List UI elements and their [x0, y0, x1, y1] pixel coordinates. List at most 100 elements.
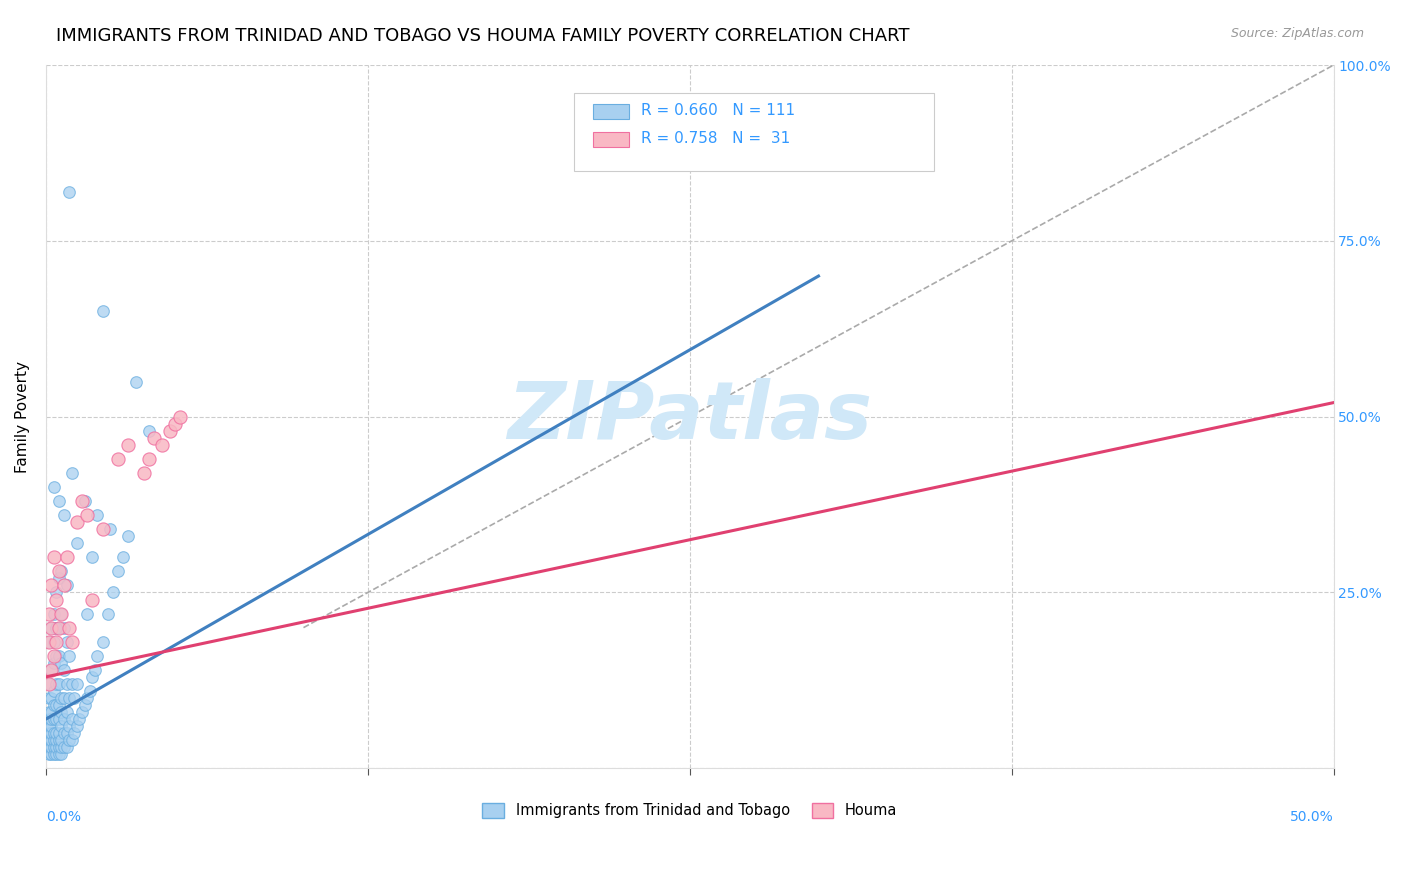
Legend: Immigrants from Trinidad and Tobago, Houma: Immigrants from Trinidad and Tobago, Hou…: [477, 797, 903, 824]
Point: [76, 607, 98, 621]
Y-axis label: Family Poverty: Family Poverty: [15, 360, 30, 473]
Point: [169, 409, 191, 424]
Point: [38, 634, 60, 648]
Point: [51, 565, 73, 579]
Point: [76, 690, 98, 705]
Point: [55, 677, 77, 691]
Point: [42, 607, 65, 621]
Point: [42, 684, 65, 698]
Point: [38, 677, 60, 691]
Point: [60, 733, 83, 747]
Point: [48, 621, 70, 635]
Point: [58, 719, 80, 733]
Point: [60, 466, 83, 480]
Text: Source: ZipAtlas.com: Source: ZipAtlas.com: [1230, 27, 1364, 40]
Point: [117, 529, 139, 543]
Point: [82, 592, 104, 607]
Text: 0.0%: 0.0%: [46, 811, 82, 824]
Point: [39, 663, 62, 677]
Point: [63, 690, 86, 705]
Point: [38, 712, 60, 726]
Text: R = 0.758   N =  31: R = 0.758 N = 31: [641, 131, 790, 146]
Point: [48, 747, 70, 762]
Text: R = 0.660   N = 111: R = 0.660 N = 111: [641, 103, 794, 119]
Point: [45, 740, 67, 755]
Point: [107, 565, 129, 579]
Point: [48, 740, 70, 755]
Point: [51, 719, 73, 733]
Point: [45, 712, 67, 726]
Point: [42, 740, 65, 755]
Point: [48, 565, 70, 579]
Point: [53, 740, 76, 755]
Point: [38, 677, 60, 691]
Point: [58, 690, 80, 705]
Point: [58, 621, 80, 635]
Point: [91, 304, 114, 318]
Point: [58, 733, 80, 747]
Point: [48, 726, 70, 740]
Point: [53, 726, 76, 740]
Point: [70, 705, 93, 719]
Point: [70, 494, 93, 508]
Point: [38, 740, 60, 755]
Point: [38, 719, 60, 733]
Point: [91, 634, 114, 648]
Point: [73, 494, 96, 508]
Point: [38, 634, 60, 648]
Point: [51, 607, 73, 621]
Text: IMMIGRANTS FROM TRINIDAD AND TOBAGO VS HOUMA FAMILY POVERTY CORRELATION CHART: IMMIGRANTS FROM TRINIDAD AND TOBAGO VS H…: [56, 27, 910, 45]
Point: [39, 621, 62, 635]
Point: [82, 550, 104, 565]
Point: [48, 571, 70, 585]
Point: [163, 417, 186, 431]
Point: [45, 634, 67, 648]
Point: [48, 677, 70, 691]
Point: [55, 705, 77, 719]
Point: [97, 607, 120, 621]
Point: [60, 634, 83, 648]
Point: [55, 740, 77, 755]
Point: [83, 663, 105, 677]
Point: [53, 578, 76, 592]
Point: [125, 375, 148, 389]
Point: [132, 466, 155, 480]
Point: [51, 656, 73, 670]
Point: [45, 677, 67, 691]
FancyBboxPatch shape: [574, 94, 935, 170]
Point: [38, 705, 60, 719]
Point: [112, 550, 135, 565]
Point: [117, 438, 139, 452]
Point: [55, 550, 77, 565]
Point: [53, 508, 76, 522]
Point: [48, 494, 70, 508]
Point: [51, 705, 73, 719]
Point: [45, 733, 67, 747]
Point: [143, 431, 166, 445]
Point: [63, 726, 86, 740]
Point: [45, 726, 67, 740]
Point: [45, 648, 67, 663]
Point: [45, 592, 67, 607]
Point: [150, 438, 173, 452]
Point: [39, 726, 62, 740]
Point: [79, 684, 101, 698]
Point: [159, 424, 181, 438]
Point: [48, 648, 70, 663]
Point: [138, 451, 160, 466]
Point: [55, 634, 77, 648]
Point: [98, 522, 121, 536]
Point: [48, 698, 70, 712]
Point: [82, 670, 104, 684]
Point: [58, 648, 80, 663]
Point: [66, 515, 89, 529]
Point: [66, 719, 89, 733]
Point: [45, 621, 67, 635]
Point: [42, 480, 65, 494]
Point: [86, 508, 108, 522]
Point: [45, 621, 67, 635]
Point: [76, 508, 98, 522]
Point: [39, 740, 62, 755]
Point: [48, 621, 70, 635]
Point: [60, 677, 83, 691]
